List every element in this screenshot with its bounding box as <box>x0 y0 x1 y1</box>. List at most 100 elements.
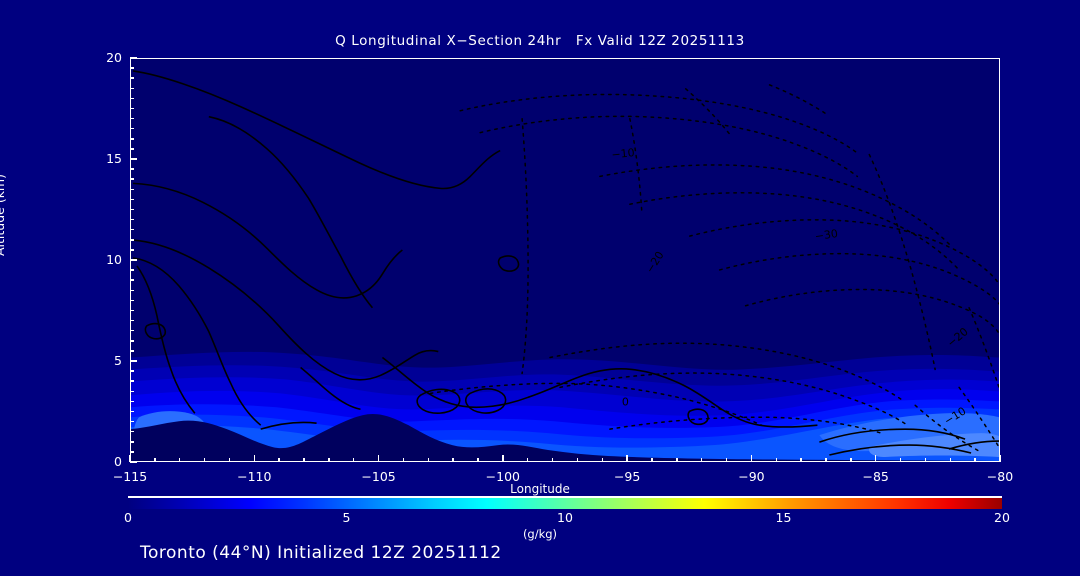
y-tick-minor <box>130 350 134 352</box>
x-tick-minor <box>154 458 156 462</box>
y-tick-minor <box>130 400 134 403</box>
colorbar <box>128 496 1002 509</box>
y-tick-minor <box>130 239 134 241</box>
contour-label: −10 <box>611 146 635 161</box>
y-tick-mark <box>130 158 137 160</box>
x-tick-label: −115 <box>112 469 148 484</box>
x-tick-minor <box>725 458 728 462</box>
x-tick-mark <box>874 455 877 462</box>
y-tick-minor <box>130 148 134 150</box>
x-tick-minor <box>551 458 554 462</box>
y-tick-minor <box>130 451 134 453</box>
y-tick-minor <box>130 289 134 292</box>
y-tick-minor <box>130 329 134 332</box>
x-tick-minor <box>477 458 479 462</box>
y-tick-minor <box>130 309 134 312</box>
y-axis-label: Altitude (km) <box>0 174 7 256</box>
x-tick-minor <box>328 458 330 462</box>
x-tick-minor <box>899 458 902 462</box>
x-tick-minor <box>427 458 430 462</box>
x-tick-label: −80 <box>986 469 1014 484</box>
x-tick-label: −110 <box>237 469 272 484</box>
y-tick-minor <box>130 370 134 372</box>
x-tick-minor <box>576 458 579 462</box>
x-tick-label: −85 <box>862 469 889 484</box>
x-tick-mark <box>253 455 256 462</box>
x-tick-minor <box>974 458 976 462</box>
colorbar-tick-label: 20 <box>994 510 1010 525</box>
contour-label: 0 <box>622 395 629 408</box>
y-tick-minor <box>130 127 134 130</box>
contour-label: −30 <box>814 227 839 243</box>
x-tick-minor <box>651 458 653 462</box>
x-tick-minor <box>949 458 952 462</box>
x-tick-mark <box>626 455 628 462</box>
y-tick-minor <box>130 269 134 271</box>
x-tick-label: −90 <box>738 469 765 484</box>
y-tick-minor <box>130 319 134 322</box>
y-tick-label: 10 <box>106 252 122 267</box>
y-tick-minor <box>130 188 134 191</box>
y-tick-label: 0 <box>114 454 122 469</box>
x-tick-label: −100 <box>485 469 521 484</box>
y-tick-minor <box>130 208 134 211</box>
x-tick-minor <box>775 458 778 462</box>
x-tick-label: −105 <box>361 469 396 484</box>
x-tick-minor <box>850 458 852 462</box>
x-tick-mark <box>502 455 504 462</box>
y-tick-minor <box>130 441 134 443</box>
y-tick-mark <box>130 461 137 463</box>
plot-area: −10 −20 −30 −20 −10 0 <box>130 58 1000 462</box>
y-tick-mark <box>130 259 137 261</box>
y-tick-minor <box>130 178 134 180</box>
x-tick-mark <box>750 455 753 462</box>
x-tick-minor <box>676 458 678 462</box>
y-tick-label: 20 <box>106 50 122 65</box>
y-tick-mark <box>130 57 137 59</box>
x-tick-mark <box>129 455 131 462</box>
x-tick-minor <box>203 458 206 462</box>
dotted-contour-group <box>429 84 999 452</box>
y-tick-mark <box>130 360 137 362</box>
x-tick-minor <box>352 458 355 462</box>
x-tick-minor <box>526 458 529 462</box>
colorbar-tick-label: 0 <box>124 510 132 525</box>
y-tick-minor <box>130 107 134 110</box>
x-tick-minor <box>924 458 927 462</box>
x-tick-label: −95 <box>613 469 641 484</box>
x-tick-minor <box>402 458 405 462</box>
x-tick-minor <box>278 458 280 462</box>
y-tick-minor <box>130 299 134 302</box>
y-tick-minor <box>130 138 134 140</box>
x-tick-minor <box>700 458 703 462</box>
solid-contour-group <box>132 70 999 456</box>
x-tick-minor <box>601 458 604 462</box>
y-tick-minor <box>130 430 134 433</box>
y-tick-label: 15 <box>106 151 122 166</box>
cross-section-field: −10 −20 −30 −20 −10 0 <box>131 59 999 461</box>
x-tick-minor <box>825 458 827 462</box>
x-tick-mark <box>377 455 380 462</box>
y-tick-minor <box>130 218 134 221</box>
chart-footer: Toronto (44°N) Initialized 12Z 20251112 <box>140 543 502 563</box>
x-tick-minor <box>228 458 231 462</box>
y-tick-minor <box>130 380 134 382</box>
colorbar-unit-label: (g/kg) <box>522 527 558 541</box>
y-tick-minor <box>130 390 134 393</box>
y-tick-minor <box>130 67 134 69</box>
y-tick-minor <box>130 420 134 423</box>
y-tick-minor <box>130 97 134 100</box>
chart-title: Q Longitudinal X−Section 24hr Fx Valid 1… <box>335 33 745 49</box>
x-tick-mark <box>999 455 1001 462</box>
y-tick-minor <box>130 249 134 251</box>
y-tick-minor <box>130 228 134 231</box>
x-tick-minor <box>800 458 802 462</box>
y-tick-minor <box>130 410 134 413</box>
colorbar-tick-label: 15 <box>775 510 792 525</box>
colorbar-tick-label: 10 <box>557 510 573 525</box>
field-core-east2 <box>868 433 999 458</box>
x-tick-minor <box>452 458 454 462</box>
y-tick-minor <box>130 168 134 170</box>
y-tick-minor <box>130 279 134 281</box>
